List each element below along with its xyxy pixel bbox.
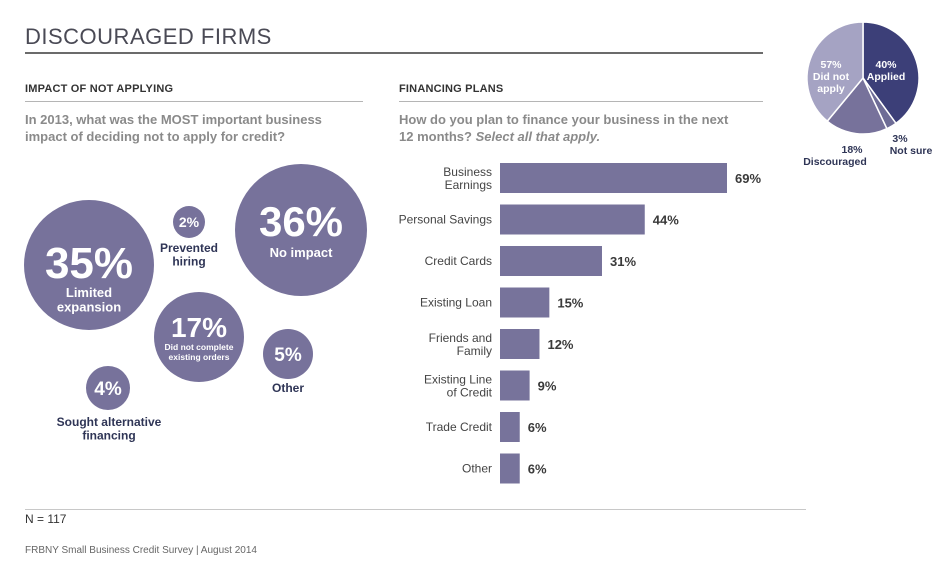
bubble-value-no-impact: 36% [259,198,343,245]
bubble-did-not-complete-existing-orders [154,292,244,382]
bar-existing-loan [500,287,550,318]
pie-slice-did-not-apply [806,21,864,123]
bar-credit-cards [500,246,602,276]
bar-category-existing-line-of-credit: Existing Line of Credit [424,373,493,400]
pie-label-did-not-apply: 57% Did not apply [813,59,850,95]
bubble-label-did-not-complete-existing-orders: Did not complete existing orders [165,342,234,362]
bar-value-trade-credit: 6% [528,420,547,435]
bar-value-existing-line-of-credit: 9% [538,379,557,394]
bubble-value-prevented-hiring: 2% [179,214,200,230]
bar-trade-credit [500,412,520,442]
impact-question: In 2013, what was the MOST important bus… [25,112,322,144]
pie-label-not-sure: 3% Not sure [890,133,933,157]
bubble-label-prevented-hiring: Prevented hiring [160,241,218,269]
bubble-label-limited-expansion: Limited expansion [57,285,121,315]
bubble-label-no-impact: No impact [270,245,334,260]
bar-category-business-earnings: Business Earnings [443,165,492,192]
bubble-sought-alternative-financing [86,366,130,410]
bar-value-credit-cards: 31% [610,254,636,269]
bar-personal-savings [500,204,645,235]
impact-section-heading: IMPACT OF NOT APPLYING [25,83,174,95]
footer-divider [25,509,806,510]
pie-label-discouraged: 18% Discouraged [803,144,867,168]
bar-category-trade-credit: Trade Credit [426,420,493,434]
bubble-label-sought-alternative-financing: Sought alternative financing [57,415,162,443]
bubble-value-sought-alternative-financing: 4% [94,379,122,400]
bubble-value-other: 5% [274,345,302,366]
bar-category-existing-loan: Existing Loan [420,296,492,310]
financing-section-divider [399,101,763,102]
source-footer: FRBNY Small Business Credit Survey | Aug… [25,545,257,556]
bar-value-other: 6% [528,462,547,477]
bubble-value-did-not-complete-existing-orders: 17% [171,312,227,343]
bar-other [500,453,520,484]
bar-value-personal-savings: 44% [653,213,679,228]
bar-business-earnings [500,163,727,193]
bar-existing-line-of-credit [500,370,530,401]
bubble-prevented-hiring [173,206,205,238]
bubble-no-impact [235,164,367,296]
bar-value-existing-loan: 15% [557,296,583,311]
page-title: DISCOURAGED FIRMS [25,24,272,49]
pie-slice-discouraged [826,76,888,135]
sample-size: N = 117 [25,512,67,526]
title-divider [25,52,763,54]
bar-value-business-earnings: 69% [735,171,761,186]
bar-category-other: Other [462,462,492,476]
financing-question-text: How do you plan to finance your business… [399,112,729,144]
pie-slice-applied [862,21,920,125]
financing-question: How do you plan to finance your business… [399,111,739,145]
bar-category-friends-and-family: Friends and Family [429,331,492,358]
impact-section-divider [25,101,363,102]
bar-category-personal-savings: Personal Savings [399,213,492,227]
bar-value-friends-and-family: 12% [547,337,573,352]
bar-category-credit-cards: Credit Cards [425,254,492,268]
financing-section-heading: FINANCING PLANS [399,83,504,95]
bar-friends-and-family [500,329,540,359]
bubble-label-other: Other [272,381,304,395]
financing-question-emphasis: Select all that apply. [475,129,601,144]
bubble-limited-expansion [24,200,154,330]
pie-label-applied: 40% Applied [867,59,906,83]
bubble-other [263,329,313,379]
bubble-value-limited-expansion: 35% [45,239,133,288]
